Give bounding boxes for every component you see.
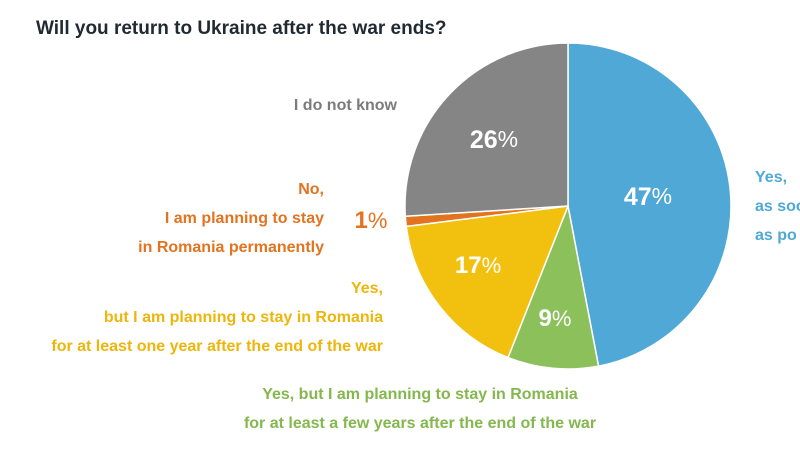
label-yes-one-year: Yes, but I am planning to stay in Romani… [51,280,383,355]
value-label-yes-as-soon-as-possible: 47% [624,183,672,211]
pie-slice-yes-but-i-am-planning-to-stay-in-romania [507,203,600,370]
pie-slice-yes-but-i-am-planning-to-stay-in-romania [405,205,570,359]
pie-slice-yes-as-soon-as-possible [567,42,732,367]
value-label-yes-but-i-am-planning-to-stay-in-romania: 17% [455,252,501,279]
value-label-i-do-not-know: 26% [470,126,518,154]
label-dont-know: I do not know [293,97,397,114]
pie-slice-i-do-not-know [404,42,569,218]
label-yes-asap: Yes, as soo as po [755,169,800,244]
value-label-yes-but-i-am-planning-to-stay-in-romania: 9% [539,305,572,332]
label-yes-few-years: Yes, but I am planning to stay in Romani… [243,386,597,432]
chart-title: Will you return to Ukraine after the war… [36,18,447,39]
label-no-permanent: No, I am planning to stay in Romania per… [138,181,324,256]
value-label-no-i-am-planning-to-stay-in-romania-perm: 1% [355,207,388,234]
